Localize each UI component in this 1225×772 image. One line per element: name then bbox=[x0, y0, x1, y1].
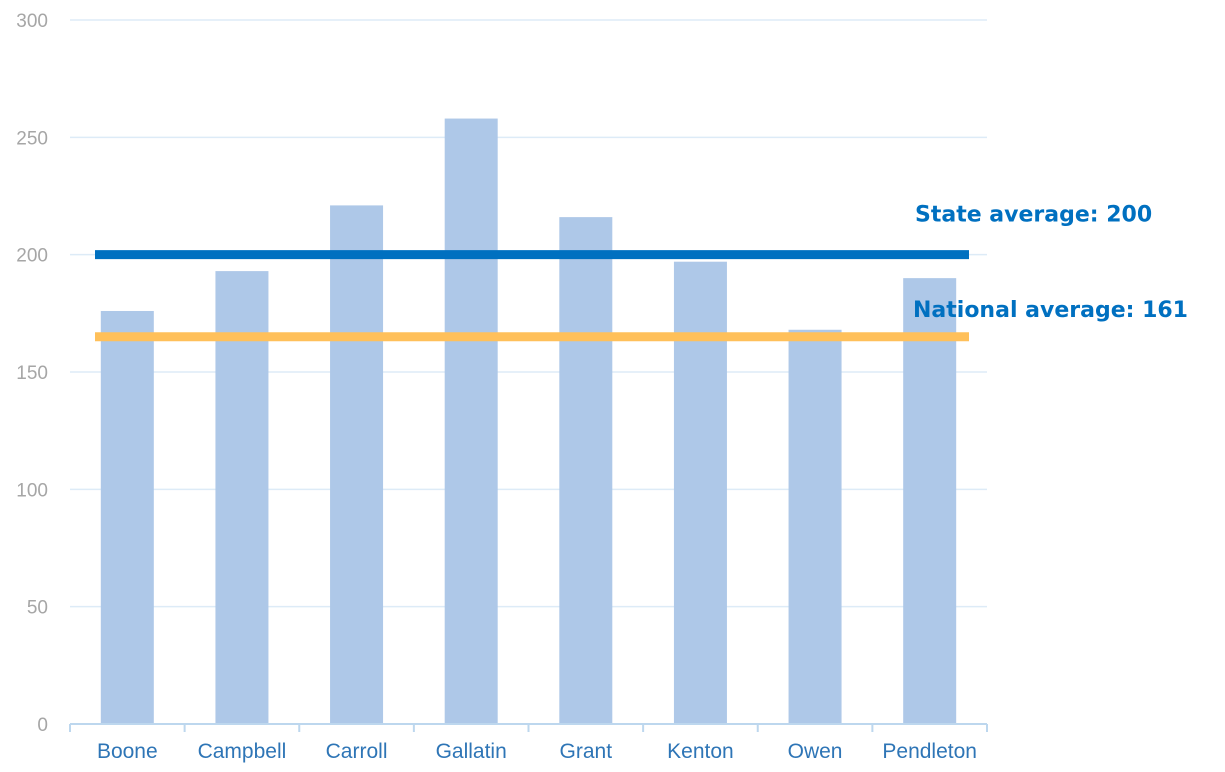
y-tick-label: 0 bbox=[37, 715, 48, 736]
x-category-label: Campbell bbox=[198, 740, 287, 763]
grid-layer bbox=[70, 19, 987, 608]
bar-boone bbox=[100, 310, 154, 724]
reference-line-label: State average: 200 bbox=[915, 203, 1152, 228]
reference-line-label: National average: 161 bbox=[913, 298, 1188, 323]
x-category-label: Gallatin bbox=[436, 740, 507, 763]
y-tick-label: 250 bbox=[16, 128, 48, 149]
axis-layer bbox=[69, 723, 988, 732]
x-category-label: Carroll bbox=[326, 740, 388, 763]
bar-grant bbox=[559, 217, 613, 724]
y-tick-label: 200 bbox=[16, 246, 48, 267]
x-category-label: Pendleton bbox=[882, 740, 977, 763]
x-category-label: Kenton bbox=[667, 740, 734, 763]
y-tick-label: 300 bbox=[16, 11, 48, 32]
bar-gallatin bbox=[444, 118, 498, 724]
bar-owen bbox=[788, 329, 842, 724]
bar-kenton bbox=[673, 261, 727, 724]
y-tick-label: 150 bbox=[16, 363, 48, 384]
bar-campbell bbox=[215, 271, 269, 724]
y-tick-label: 50 bbox=[27, 598, 48, 619]
bar-pendleton bbox=[903, 278, 957, 724]
bar-layer bbox=[100, 118, 957, 725]
x-category-label: Grant bbox=[560, 740, 613, 763]
x-category-label: Owen bbox=[788, 740, 843, 763]
label-layer: 0 50 100 150 200 250 300 Boone Campbell Carroll Ga… bbox=[16, 11, 1188, 763]
bar-carroll bbox=[330, 205, 384, 725]
reference-line-layer bbox=[95, 250, 969, 342]
y-tick-label: 100 bbox=[16, 480, 48, 501]
x-category-label: Boone bbox=[97, 740, 158, 763]
